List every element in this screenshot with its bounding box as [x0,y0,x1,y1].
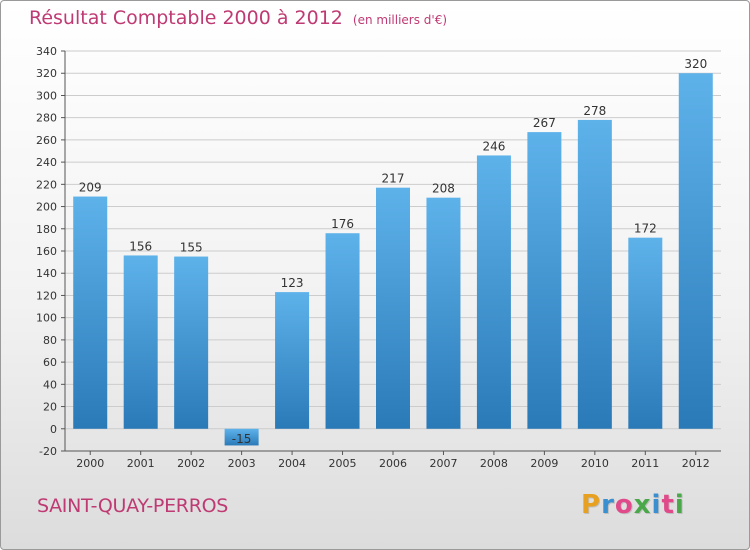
x-tick-label: 2006 [379,457,407,470]
y-tick-label: 120 [36,289,57,302]
value-label: 156 [129,239,152,253]
commune-name: SAINT-QUAY-PERROS [37,495,229,517]
x-tick-label: 2011 [631,457,659,470]
labels: 209 156 155 -15 123 176 217 208 246 267 278 172 320 [79,57,707,446]
bar-2012 [678,73,713,429]
value-label: -15 [232,432,252,446]
bar-2007 [426,197,461,429]
x-tick-label: 2001 [127,457,155,470]
x-tick-label: 2004 [278,457,306,470]
logo-letter: i [651,490,662,520]
y-tick-label: 100 [36,312,57,325]
x-tick-label: 2008 [480,457,508,470]
bar-2009 [527,132,562,429]
logo-letter: i [674,490,685,520]
bar-2010 [577,119,612,429]
y-tick-label: 280 [36,112,57,125]
title-text: Résultat Comptable 2000 à 2012 [29,7,343,29]
value-label: 172 [634,222,657,236]
logo-letter: t [661,490,675,520]
proxiti-logo[interactable]: Proxiti [581,490,685,520]
value-label: 217 [382,172,405,186]
x-tick-label: 2000 [76,457,104,470]
y-tick-label: 200 [36,201,57,214]
y-tick-label: 180 [36,223,57,236]
y-tick-label: 300 [36,89,57,102]
bar-2004 [275,292,310,429]
bar-2005 [325,233,360,429]
value-label: 320 [684,57,707,71]
y-tick-label: 20 [43,401,57,414]
x-tick-label: 2007 [429,457,457,470]
logo-letter: x [633,490,652,520]
bar-2000 [73,196,108,429]
value-label: 176 [331,217,354,231]
logo-letter: P [581,490,602,520]
value-label: 155 [180,241,203,255]
y-tick-label: 160 [36,245,57,258]
bar-2011 [628,237,663,429]
bar-2001 [123,255,158,429]
bar-2006 [376,187,410,429]
x-tick-label: 2012 [682,457,710,470]
x-tick-label: 2009 [530,457,558,470]
y-tick-label: -20 [39,445,57,458]
value-label: 267 [533,116,556,130]
logo-letter: r [601,490,615,520]
chart-title: Résultat Comptable 2000 à 2012 (en millie… [29,7,447,29]
y-tick-label: 240 [36,156,57,169]
y-tick-label: 0 [50,423,57,436]
y-tick-label: 260 [36,134,57,147]
y-tick-label: 320 [36,67,57,80]
y-tick-label: 340 [36,45,57,58]
value-label: 123 [281,276,304,290]
unit-label: (en milliers d'€) [352,13,448,27]
y-tick-label: 60 [43,356,57,369]
y-tick-label: 140 [36,267,57,280]
bar-2003 [224,428,259,446]
x-tick-label: 2010 [581,457,609,470]
axes: -20 0 20 40 60 80 100 120 140 160 180 200 220 240 260 2… [36,45,721,470]
value-label: 278 [583,104,606,118]
bar-2002 [174,256,209,429]
value-label: 208 [432,182,455,196]
value-label: 209 [79,181,102,195]
value-label: 246 [482,139,505,153]
logo-letter: o [614,490,634,520]
bar-2008 [476,155,511,429]
x-tick-label: 2002 [177,457,205,470]
y-tick-label: 220 [36,178,57,191]
y-tick-label: 80 [43,334,57,347]
x-tick-label: 2005 [329,457,357,470]
y-tick-label: 40 [43,378,57,391]
x-tick-label: 2003 [228,457,256,470]
bars [73,73,713,446]
